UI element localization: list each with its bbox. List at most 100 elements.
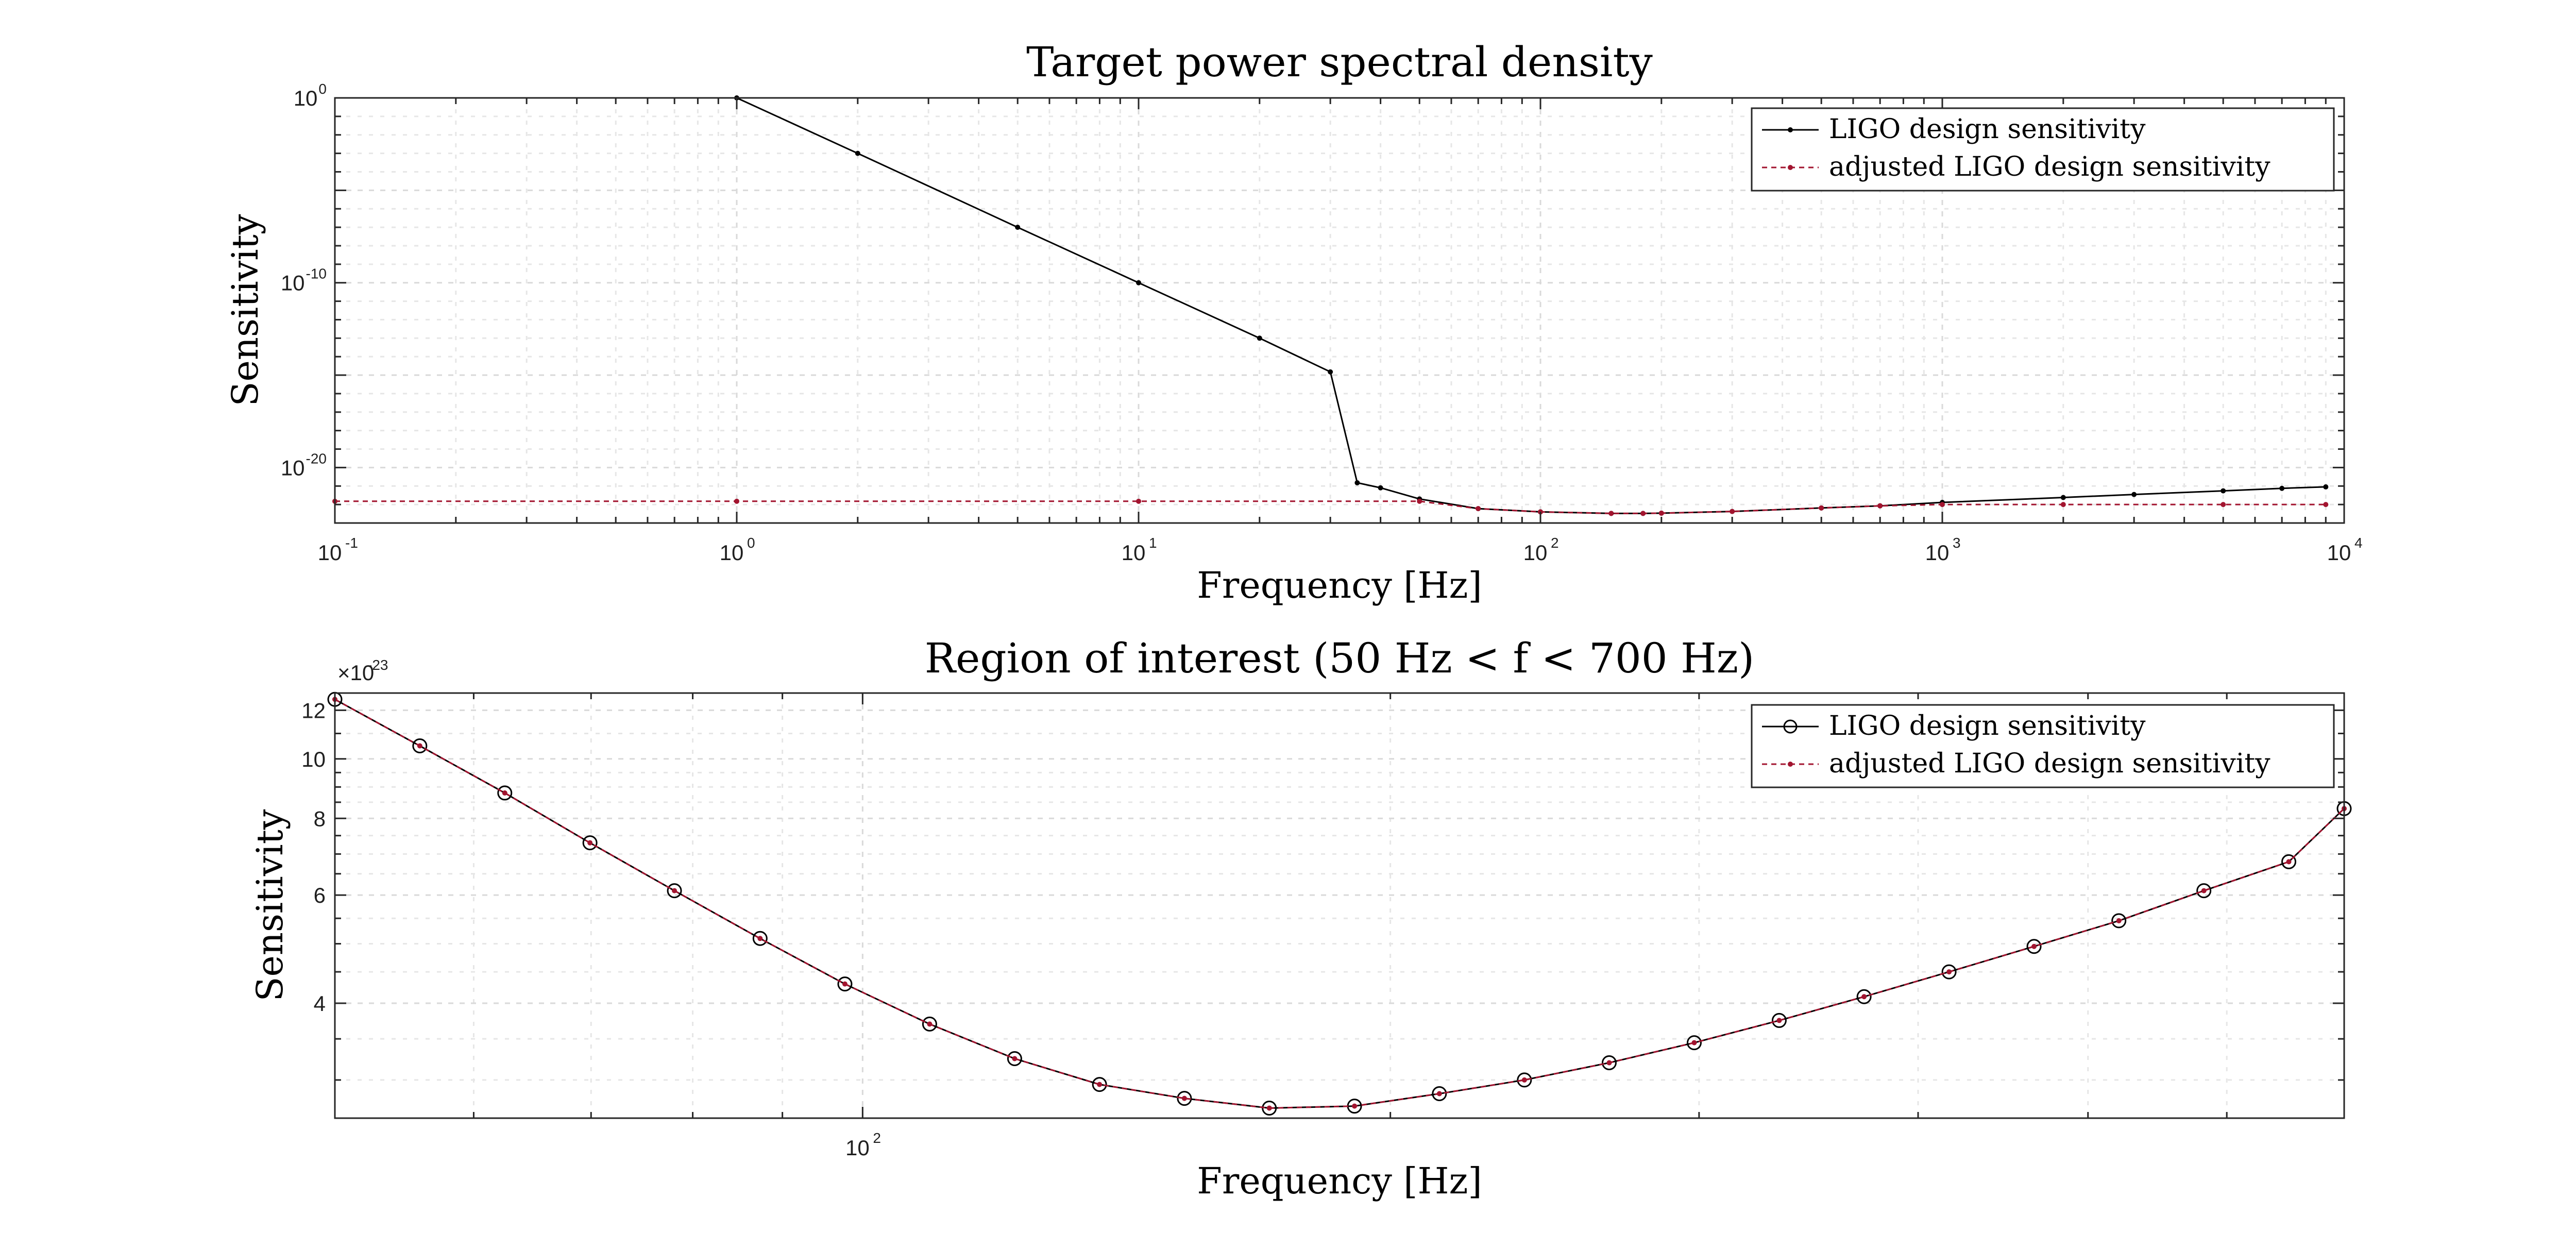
plot-2-y-axis-label: Sensitivity: [249, 809, 291, 1001]
plot-2-series-2-point: [1352, 1103, 1358, 1109]
plot-1-x-tick-label-exponent: 2: [1551, 535, 1559, 551]
plot-1-series-2-point: [1940, 502, 1945, 508]
plot-1-series-1-point: [855, 150, 860, 156]
plot-2-y-multiplier: ×10 -23: [337, 657, 388, 685]
plot-1-x-tick-label: 10: [1925, 541, 1950, 565]
plot-2-legend-marker-adjusted: [1788, 762, 1793, 767]
plot-2-legend-label-ligo: LIGO design sensitivity: [1829, 711, 2146, 741]
plot-2-series-1-point: [2281, 854, 2297, 869]
plot-1-legend[interactable]: LIGO design sensitivity adjusted LIGO de…: [1751, 107, 2335, 192]
plot-1-series-2-point: [2221, 502, 2226, 508]
plot-2-series-1-point: [1941, 964, 1957, 980]
plot-1-legend-label-ligo: LIGO design sensitivity: [1829, 114, 2146, 145]
plot-2-series-2-point: [1861, 994, 1867, 1000]
plot-1-series-1-point: [1328, 369, 1333, 375]
plot-2-series-1-point: [1686, 1035, 1702, 1051]
plot-2-x-tick-label: 10: [845, 1136, 870, 1160]
plot-2-series-1-point: [1092, 1077, 1107, 1092]
plot-2-y-tick-label: 4: [314, 991, 326, 1016]
plot-1-x-tick-label: 10: [1122, 541, 1146, 565]
plot-2-series-1-point: [752, 931, 768, 946]
plot-2-x-tick-label-exponent: 2: [873, 1130, 881, 1146]
plot-1-axes-box: [334, 97, 2345, 524]
plot-2-series-2-point: [1436, 1091, 1442, 1097]
plot-2-y-tick-label: 10: [301, 747, 326, 771]
plot-2-series-2-point: [672, 888, 677, 893]
plot-2-series-2-point: [502, 790, 507, 796]
plot-2-series-1-point: [837, 976, 853, 992]
plot-2-x-axis-label: Frequency [Hz]: [1197, 1160, 1482, 1202]
plot-2-series-2-point: [1266, 1105, 1272, 1111]
plot-2-series-2-point: [2201, 888, 2207, 893]
plot-2-series-1-point: [1007, 1051, 1022, 1067]
plot-1-series-2-point: [1877, 503, 1883, 509]
plot-1-series-1-point: [2279, 485, 2285, 491]
plot-2-series-2-point: [1012, 1056, 1018, 1061]
plot-1-x-tick-label: 10: [1523, 541, 1548, 565]
plot-2-series-1-point: [2026, 939, 2042, 954]
plot-2-series-2-point: [927, 1021, 933, 1027]
plot-2-ticks: [334, 693, 2345, 1118]
plot-1-series-1-point: [1378, 485, 1383, 491]
plot-2-series-1-point: [1856, 989, 1872, 1004]
plot-1-series-1-point: [1015, 225, 1021, 230]
plot-2-series-2-point: [1691, 1040, 1697, 1045]
plot-1-y-tick-label: 10: [281, 271, 305, 295]
plot-1-x-tick-label-exponent: 3: [1953, 535, 1961, 551]
plot-2-legend[interactable]: LIGO design sensitivity adjusted LIGO de…: [1751, 704, 2335, 788]
plot-2-series-1-point: [1771, 1013, 1787, 1028]
plot-2-y-tick-label: 8: [314, 806, 326, 831]
plot-1-x-tick-label-exponent: 4: [2354, 535, 2363, 551]
plot-2-series-2-point: [842, 981, 848, 987]
plot-1-x-tick-label-exponent: 1: [1149, 535, 1157, 551]
plot-2-series-2-point: [1181, 1095, 1187, 1101]
plot-1-series-2-point: [1819, 505, 1824, 511]
plot-2-series-1-point: [2111, 913, 2127, 929]
plot-1-series-2-point: [1640, 511, 1646, 516]
plot-1-series-2-point: [1730, 509, 1735, 514]
plot-1-series-1-point: [2131, 492, 2137, 497]
plot-2-series-2-point: [587, 840, 593, 846]
plot-1-series-2-point: [2323, 502, 2329, 508]
plot-1-x-tick-label: 10: [2327, 541, 2351, 565]
plot-2-series-2-point: [2031, 943, 2037, 949]
plot-2-series-1-point: [1601, 1055, 1617, 1071]
plot-1-ticks: [334, 97, 2345, 524]
plot-1-series-2-point: [1608, 511, 1614, 516]
plot-1-x-tick-label-exponent: 0: [747, 535, 755, 551]
plot-2-axes-box: [334, 692, 2345, 1119]
plot-1-y-tick-label-exponent: 0: [318, 81, 327, 97]
plot-1-legend-label-adjusted: adjusted LIGO design sensitivity: [1829, 151, 2270, 182]
plot-2-series-2-point: [1097, 1082, 1103, 1087]
plot-1-series-2-point: [734, 498, 739, 504]
plot-2-series-2-point: [1946, 969, 1952, 975]
plot-1-series-2-point: [2060, 502, 2066, 508]
plot-1-legend-marker-ligo: [1788, 127, 1793, 132]
plot-1-x-tick-labels: 10 -1 10 0 10 1 10 2 10 3 10 4: [318, 535, 2363, 565]
plot-2-legend-label-adjusted: adjusted LIGO design sensitivity: [1829, 748, 2270, 779]
plot-1-y-tick-label: 10: [294, 86, 318, 110]
plot-1-series-2-point: [1476, 506, 1481, 512]
plot-1-y-tick-label-exponent: -10: [306, 266, 327, 282]
plot-2-series-2-point: [2116, 918, 2122, 923]
plot-2-series-2-point: [417, 743, 422, 749]
plot-1-x-tick-label: 10: [318, 541, 342, 565]
plot-2-series-1-point: [667, 883, 682, 899]
plot-2-series-2-point: [1606, 1060, 1612, 1066]
plot-2-series-2-point: [2286, 859, 2292, 865]
plot-1-title: Target power spectral density: [1026, 38, 1653, 86]
plot-1-series-1-point: [2221, 488, 2226, 494]
plot-1-x-axis-label: Frequency [Hz]: [1197, 564, 1482, 606]
plot-1-series-1-point: [2323, 484, 2329, 490]
plot-2-series-2-point: [1776, 1018, 1782, 1023]
plot-1-legend-marker-adjusted: [1788, 165, 1793, 170]
plot-2-y-multiplier-exp: -23: [367, 657, 388, 673]
plot-1-legend-box: [1751, 107, 2335, 192]
plot-2-y-multiplier-base: ×10: [337, 661, 374, 685]
plot-2-y-tick-label: 6: [314, 883, 326, 907]
plot-1-x-tick-label: 10: [720, 541, 744, 565]
plot-1-series-1-point: [1354, 480, 1360, 485]
